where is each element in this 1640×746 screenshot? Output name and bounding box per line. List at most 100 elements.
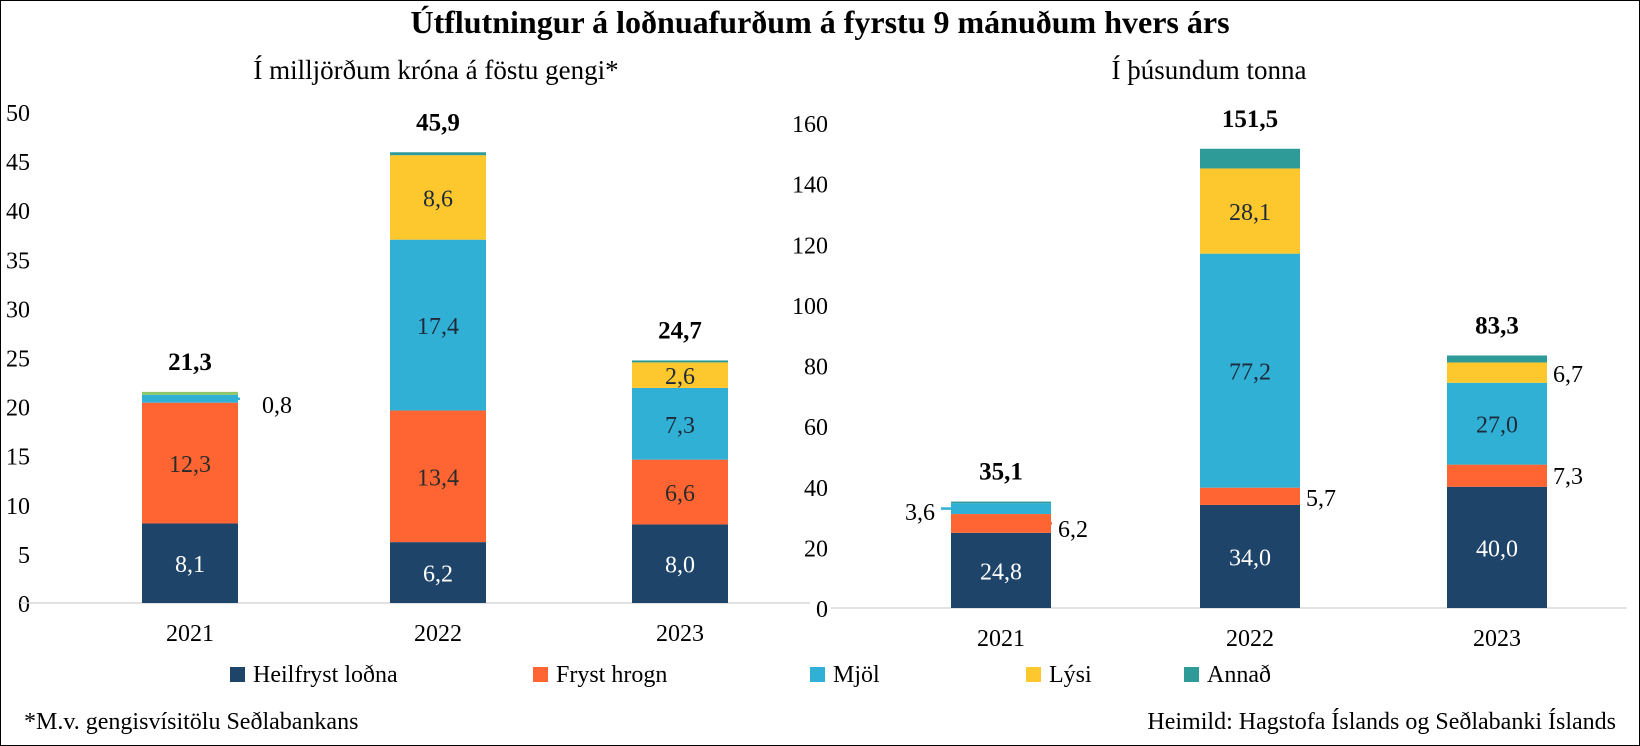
bar-segment-mjl-2022 <box>1200 253 1300 488</box>
bar-segment-frysthrogn-2021 <box>951 514 1051 533</box>
chart1-subtitle: Í milljörðum króna á föstu gengi* <box>253 55 618 85</box>
footnote-source: Heimild: Hagstofa Íslands og Seðlabanki … <box>1147 709 1616 735</box>
bar-segment-mjl-2023 <box>1447 382 1547 465</box>
legend-swatch <box>1026 666 1041 682</box>
chart2-ytick-label: 100 <box>792 294 828 320</box>
chart1-ytick-label: 25 <box>6 347 30 373</box>
bar-segment-frysthrogn-2021 <box>142 402 238 524</box>
data-label-mjl: 0,8 <box>262 393 292 419</box>
bar-segment-mjl-2021 <box>951 503 1051 515</box>
data-label-heilfrystlona: 24,8 <box>980 559 1022 585</box>
bar-segment-lsi-2022 <box>390 155 486 240</box>
chart2-ytick-label: 0 <box>816 597 828 623</box>
chart1-ytick-label: 10 <box>6 494 30 520</box>
chart1-ytick-label: 45 <box>6 150 30 176</box>
data-label-lsi: 2,6 <box>665 364 695 390</box>
bar-segment-anna-2022 <box>390 152 486 156</box>
bar-segment-mjl-2023 <box>632 387 728 460</box>
bar-segment-anna-2023 <box>1447 355 1547 363</box>
data-label-mjl: 3,6 <box>905 500 935 526</box>
data-label-heilfrystlona: 8,0 <box>665 553 695 579</box>
bar-segment-heilfrystlona-2023 <box>1447 486 1547 608</box>
data-label-mjl: 77,2 <box>1229 360 1271 386</box>
bar-segment-lsi-2022 <box>1200 168 1300 254</box>
bar-segment-mjl-2021 <box>142 394 238 403</box>
chart1-ytick-label: 30 <box>6 297 30 323</box>
chart1-ytick-label: 35 <box>6 248 30 274</box>
data-label-lsi: 6,7 <box>1553 362 1583 388</box>
bar-segment-anna-2023 <box>632 360 728 363</box>
bar-segment-frysthrogn-2023 <box>632 459 728 525</box>
total-label: 21,3 <box>168 349 212 376</box>
bar-segment-frysthrogn-2023 <box>1447 464 1547 487</box>
data-label-heilfrystlona: 34,0 <box>1229 545 1271 571</box>
total-label: 45,9 <box>416 109 460 136</box>
data-label-lsi: 28,1 <box>1229 200 1271 226</box>
data-label-heilfrystlona: 8,1 <box>175 552 205 578</box>
chart2-ytick-label: 120 <box>792 233 828 259</box>
legend-label: Annað <box>1207 662 1271 688</box>
bar-segment-heilfrystlona-2023 <box>632 524 728 603</box>
chart2-category-label: 2021 <box>977 626 1025 652</box>
legend-item: Heilfryst loðna <box>230 662 398 689</box>
bar-segment-heilfrystlona-2021 <box>951 532 1051 608</box>
bar-segment-heilfrystlona-2022 <box>1200 504 1300 608</box>
legend-swatch <box>533 666 548 682</box>
chart1-category-label: 2021 <box>166 621 214 647</box>
data-label-heilfrystlona: 6,2 <box>423 562 453 588</box>
data-label-frysthrogn: 5,7 <box>1306 486 1336 512</box>
legend-swatch <box>1184 666 1199 682</box>
bar-segment-mjl-2022 <box>390 239 486 411</box>
bar-segment-frysthrogn-2022 <box>390 410 486 543</box>
chart1-ytick-label: 50 <box>6 101 30 127</box>
legend-item: Annað <box>1184 662 1271 689</box>
chart1-ytick-label: 0 <box>18 592 30 618</box>
chart1-ytick-label: 20 <box>6 396 30 422</box>
data-label-frysthrogn: 13,4 <box>417 465 459 491</box>
data-label-frysthrogn: 12,3 <box>169 452 211 478</box>
bar-segment-heilfrystlona-2021 <box>142 523 238 603</box>
chart1-ytick-label: 5 <box>18 543 30 569</box>
chart1-ytick-label: 15 <box>6 445 30 471</box>
bar-segment-heilfrystlona-2022 <box>390 542 486 603</box>
legend-item: Fryst hrogn <box>533 662 667 689</box>
data-label-heilfrystlona: 40,0 <box>1476 536 1518 562</box>
bar-segment-lsi-2023 <box>632 362 728 388</box>
chart2-category-label: 2022 <box>1226 626 1274 652</box>
legend-label: Heilfryst loðna <box>253 662 398 688</box>
total-label: 35,1 <box>979 459 1023 486</box>
bar-segment-frysthrogn-2022 <box>1200 487 1300 505</box>
footnote-left: *M.v. gengisvísitölu Seðlabankans <box>24 709 359 735</box>
chart2-ytick-label: 40 <box>804 476 828 502</box>
legend-label: Lýsi <box>1049 662 1092 688</box>
total-label: 151,5 <box>1222 106 1278 133</box>
chart1-category-label: 2023 <box>656 621 704 647</box>
bar-segment-anna-2021 <box>142 391 238 395</box>
chart2-ytick-label: 160 <box>792 112 828 138</box>
data-label-frysthrogn: 6,6 <box>665 481 695 507</box>
data-label-frysthrogn: 6,2 <box>1058 517 1088 543</box>
chart1-ytick-label: 40 <box>6 199 30 225</box>
chart1-category-label: 2022 <box>414 621 462 647</box>
data-label-mjl: 17,4 <box>417 314 459 340</box>
data-label-mjl: 27,0 <box>1476 413 1518 439</box>
legend-label: Mjöl <box>833 662 880 688</box>
total-label: 83,3 <box>1475 312 1519 339</box>
bar-segment-anna-2021 <box>951 501 1051 504</box>
chart-title: Útflutningur á loðnuafurðum á fyrstu 9 m… <box>410 4 1230 40</box>
bar-segment-anna-2022 <box>1200 148 1300 169</box>
data-label-frysthrogn: 7,3 <box>1553 464 1583 490</box>
chart2-ytick-label: 20 <box>804 536 828 562</box>
data-label-lsi: 8,6 <box>423 186 453 212</box>
chart2-subtitle: Í þúsundum tonna <box>1112 55 1307 85</box>
legend-item: Lýsi <box>1026 662 1092 689</box>
bar-segment-lsi-2023 <box>1447 362 1547 383</box>
total-label: 24,7 <box>658 317 702 344</box>
data-label-mjl: 7,3 <box>665 413 695 439</box>
legend-swatch <box>810 666 825 682</box>
legend-label: Fryst hrogn <box>556 662 668 688</box>
chart2-ytick-label: 60 <box>804 415 828 441</box>
chart2-ytick-label: 80 <box>804 355 828 381</box>
chart2-category-label: 2023 <box>1473 626 1521 652</box>
